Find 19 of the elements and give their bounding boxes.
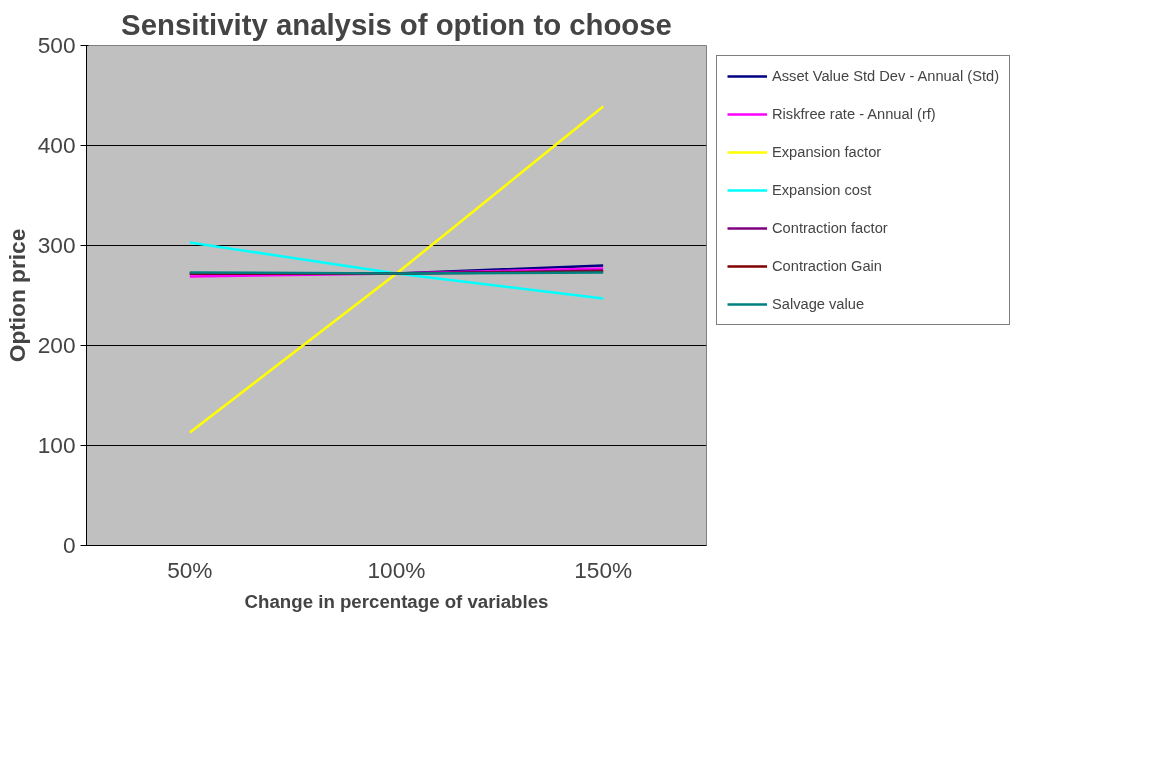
legend-label: Riskfree rate - Annual (rf) [772,106,936,122]
legend-label: Salvage value [772,296,865,312]
y-axis-title: Option price [3,228,30,363]
legend-label: Expansion cost [772,182,872,198]
y-tick-label: 400 [37,132,76,158]
chart-title: Sensitivity analysis of option to choose [121,7,672,41]
x-tick-label: 50% [167,556,213,583]
x-tick-label: 150% [574,556,633,583]
y-tick-label: 100 [37,432,76,458]
x-tick-label: 100% [367,556,426,583]
legend-label: Contraction factor [772,220,888,236]
y-tick-label: 300 [37,232,76,258]
legend-label: Expansion factor [772,144,882,160]
legend-label: Contraction Gain [772,258,882,274]
legend-label: Asset Value Std Dev - Annual (Std) [772,68,1000,84]
y-tick-label: 200 [37,332,76,358]
y-tick-label: 500 [37,32,76,58]
y-tick-label: 0 [62,532,76,558]
x-axis-title: Change in percentage of variables [244,590,549,612]
